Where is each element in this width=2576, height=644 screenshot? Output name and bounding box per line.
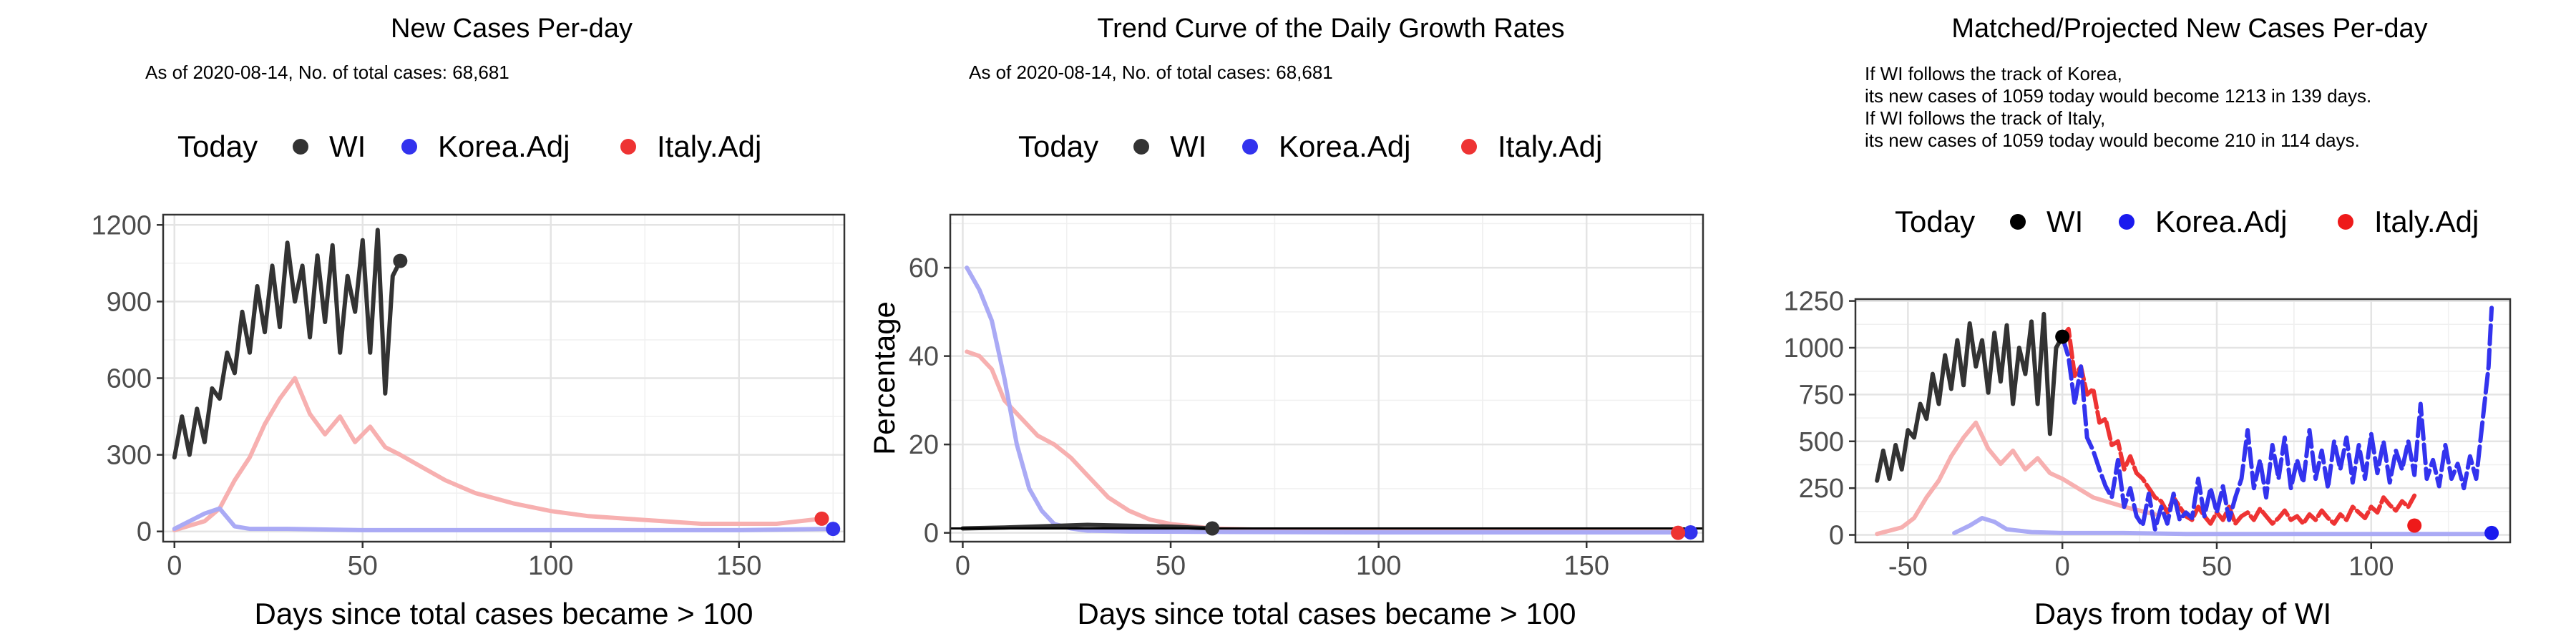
x-tick-label: 50 [2202,552,2232,582]
chart-title: Matched/Projected New Cases Per-day [1951,14,2427,44]
legend-label: Korea.Adj [438,130,570,163]
today-point-korea-adj [2484,525,2499,540]
annotation-line: its new cases of 1059 today would become… [1865,130,2360,151]
y-tick-label: 0 [137,517,152,547]
x-tick-label: 150 [716,551,761,581]
plot-area [172,228,841,537]
x-tick-label: 50 [1156,551,1186,581]
annotation-line: If WI follows the track of Italy, [1865,107,2105,129]
series-line-italy-adj [1875,420,2157,537]
legend-label: Italy.Adj [2374,205,2479,238]
series-line-wi [172,228,403,460]
chart-2: Trend Curve of the Daily Growth Rates As … [867,14,1704,630]
legend-label: WI [1170,130,1206,163]
y-tick-label: 750 [1799,380,1844,410]
chart-subtitle: As of 2020-08-14, No. of total cases: 68… [145,62,509,83]
x-tick-label: 100 [1356,551,1401,581]
x-tick-label: 100 [528,551,573,581]
y-tick-label: 900 [107,287,152,317]
chart-subtitle: As of 2020-08-14, No. of total cases: 68… [969,62,1333,83]
legend-swatch-korea-adj [1242,139,1258,155]
y-tick-label: 40 [909,342,939,372]
today-point-wi [1205,521,1220,536]
legend-label: WI [329,130,366,163]
y-tick-label: 250 [1799,474,1844,504]
y-tick-label: 0 [1829,521,1844,551]
annotation-line: If WI follows the track of Korea, [1865,63,2122,84]
annotation-line: its new cases of 1059 today would become… [1865,85,2371,107]
legend-swatch-wi [1133,139,1149,155]
plot-area [950,265,1703,540]
plot-area [1875,306,2499,540]
legend-swatch-wi [293,139,308,155]
series-line-korea-adj [172,506,836,532]
legend-swatch-italy-adj [620,139,636,155]
series-line-italy-adj [172,376,824,532]
series-line-korea-adj [1952,516,2494,537]
y-tick-label: 1250 [1783,287,1844,317]
y-tick-label: 1000 [1783,333,1844,364]
x-tick-label: 0 [167,551,182,581]
series-line-italy-adj-projected [2060,326,2417,526]
legend: Today WI Korea.Adj Italy.Adj [177,130,761,163]
legend-label: WI [2046,205,2083,238]
legend-label: Italy.Adj [1498,130,1602,163]
x-tick-label: 0 [2055,552,2070,582]
gridlines [950,215,1703,542]
y-tick-label: 500 [1799,427,1844,457]
series-line-italy-adj [965,349,1681,535]
chart-title: New Cases Per-day [391,14,633,44]
x-tick-label: -50 [1888,552,1928,582]
legend-swatch-korea-adj [401,139,417,155]
x-axis-label: Days from today of WI [2034,597,2331,630]
today-point-italy-adj [2407,518,2422,533]
legend-label: Korea.Adj [1279,130,1410,163]
x-tick-label: 0 [955,551,970,581]
legend-swatch-wi [2010,214,2026,230]
y-tick-label: 20 [909,430,939,460]
chart-title: Trend Curve of the Daily Growth Rates [1097,14,1564,44]
legend-title: Today [1018,130,1098,163]
y-tick-label: 300 [107,441,152,471]
legend-label: Korea.Adj [2155,205,2287,238]
legend-label: Italy.Adj [657,130,761,163]
x-tick-label: 100 [2348,552,2394,582]
y-axis-label: Percentage [867,301,901,455]
today-point-wi [393,253,408,268]
chart-3: Matched/Projected New Cases Per-day If WI… [1783,14,2512,630]
legend-swatch-italy-adj [2338,214,2353,230]
panel-border [949,213,1704,543]
legend: Today WI Korea.Adj Italy.Adj [1018,130,1602,163]
today-point-italy-adj [814,511,829,526]
y-tick-label: 60 [909,253,939,283]
today-point-italy-adj [1671,525,1686,540]
chart-1: New Cases Per-day As of 2020-08-14, No. o… [91,14,846,630]
today-point-korea-adj [1683,525,1698,540]
y-tick-label: 0 [924,519,939,549]
series-line-korea-adj-projected [2060,306,2494,532]
today-point-wi [2055,329,2070,344]
gridlines [1855,299,2510,542]
x-axis-label: Days since total cases became > 100 [1078,597,1576,630]
x-tick-label: 50 [348,551,378,581]
x-axis-label: Days since total cases became > 100 [255,597,753,630]
y-tick-label: 1200 [91,210,152,240]
legend-swatch-italy-adj [1461,139,1477,155]
legend-title: Today [1895,205,1975,238]
legend-swatch-korea-adj [2119,214,2135,230]
today-point-korea-adj [826,522,841,537]
legend-title: Today [177,130,258,163]
legend: Today WI Korea.Adj Italy.Adj [1895,205,2479,238]
series-line-wi [1875,311,2065,483]
gridlines [163,215,844,542]
x-tick-label: 150 [1564,551,1609,581]
panel-border [1854,298,2512,544]
y-tick-label: 600 [107,364,152,394]
